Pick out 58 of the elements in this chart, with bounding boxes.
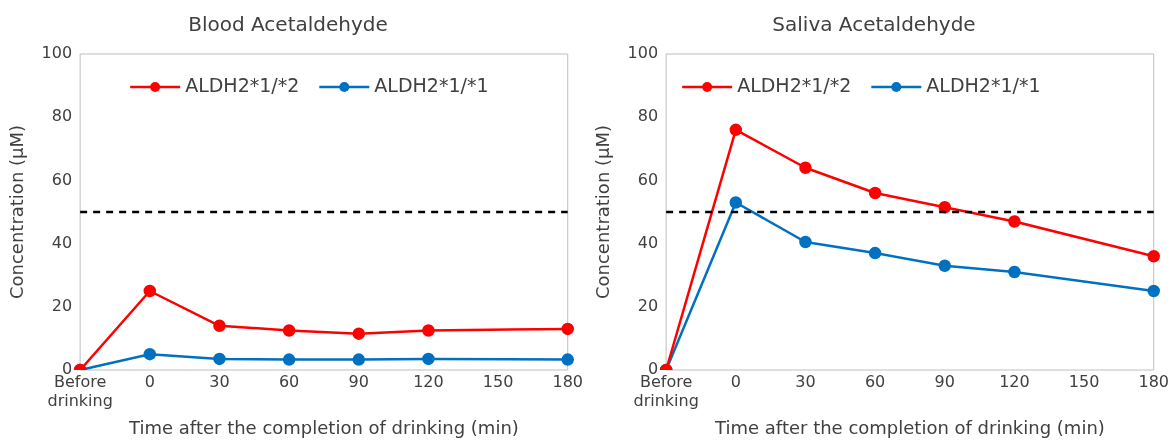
legend-label: ALDH2*1/*1 bbox=[926, 73, 1041, 96]
x-tick-label: 180 bbox=[1138, 371, 1169, 391]
y-tick-label: 80 bbox=[637, 106, 659, 126]
point bbox=[1008, 215, 1021, 228]
point bbox=[868, 186, 882, 200]
point bbox=[422, 324, 435, 337]
point bbox=[561, 322, 574, 336]
x-tick-label: 0 bbox=[730, 371, 741, 391]
x-tick-label: 0 bbox=[144, 371, 155, 391]
point bbox=[422, 352, 435, 366]
point bbox=[1008, 265, 1021, 279]
legend-label: ALDH2*1/*2 bbox=[185, 73, 300, 96]
x-tick-label: 30 bbox=[209, 371, 230, 391]
y-tick-label: 60 bbox=[51, 169, 73, 189]
x-axis-title: Time after the completion of drinking (min) bbox=[128, 416, 519, 438]
y-tick-label: 100 bbox=[41, 43, 73, 63]
y-tick-label: 100 bbox=[627, 43, 659, 63]
point bbox=[799, 161, 812, 175]
legend-label: ALDH2*1/*1 bbox=[374, 73, 489, 96]
x-tick-label: 90 bbox=[348, 371, 369, 391]
y-tick-label: 60 bbox=[637, 169, 659, 189]
y-tick-label: 40 bbox=[637, 232, 659, 252]
x-tick-label: 120 bbox=[999, 371, 1030, 391]
x-axis-title: Time after the completion of drinking (min) bbox=[714, 416, 1105, 438]
point bbox=[282, 324, 296, 337]
x-tick-label: 150 bbox=[1068, 371, 1100, 391]
point bbox=[729, 123, 743, 137]
y-axis-title: Concentration (μM) bbox=[6, 124, 28, 300]
y-tick-label: 40 bbox=[51, 232, 73, 252]
chart-title: Saliva Acetaldehyde bbox=[772, 12, 976, 37]
point bbox=[868, 246, 882, 260]
x-tick-label: 120 bbox=[413, 371, 444, 391]
point bbox=[1147, 249, 1160, 263]
legend-label: ALDH2*1/*2 bbox=[737, 73, 852, 96]
point bbox=[561, 353, 574, 366]
point bbox=[799, 235, 812, 249]
y-tick-label: 80 bbox=[51, 106, 73, 126]
point bbox=[352, 353, 366, 366]
x-tick-label: 60 bbox=[278, 371, 300, 391]
point bbox=[143, 284, 157, 298]
point bbox=[213, 319, 226, 333]
x-tick-label: 180 bbox=[552, 371, 583, 391]
point bbox=[213, 352, 226, 366]
chart-title: Blood Acetaldehyde bbox=[188, 12, 388, 37]
y-tick-label: 20 bbox=[637, 295, 659, 315]
x-tick-label: 90 bbox=[934, 371, 955, 391]
y-axis-title: Concentration (μM) bbox=[592, 124, 614, 300]
x-tick-label: 60 bbox=[864, 371, 886, 391]
point bbox=[352, 327, 366, 340]
point bbox=[1147, 284, 1160, 298]
x-tick-label: 150 bbox=[482, 371, 514, 391]
y-tick-label: 20 bbox=[51, 295, 73, 315]
point bbox=[282, 353, 296, 366]
point bbox=[729, 196, 743, 209]
point bbox=[143, 347, 157, 361]
x-tick-label: 30 bbox=[795, 371, 816, 391]
point bbox=[938, 201, 952, 214]
point bbox=[938, 259, 952, 272]
